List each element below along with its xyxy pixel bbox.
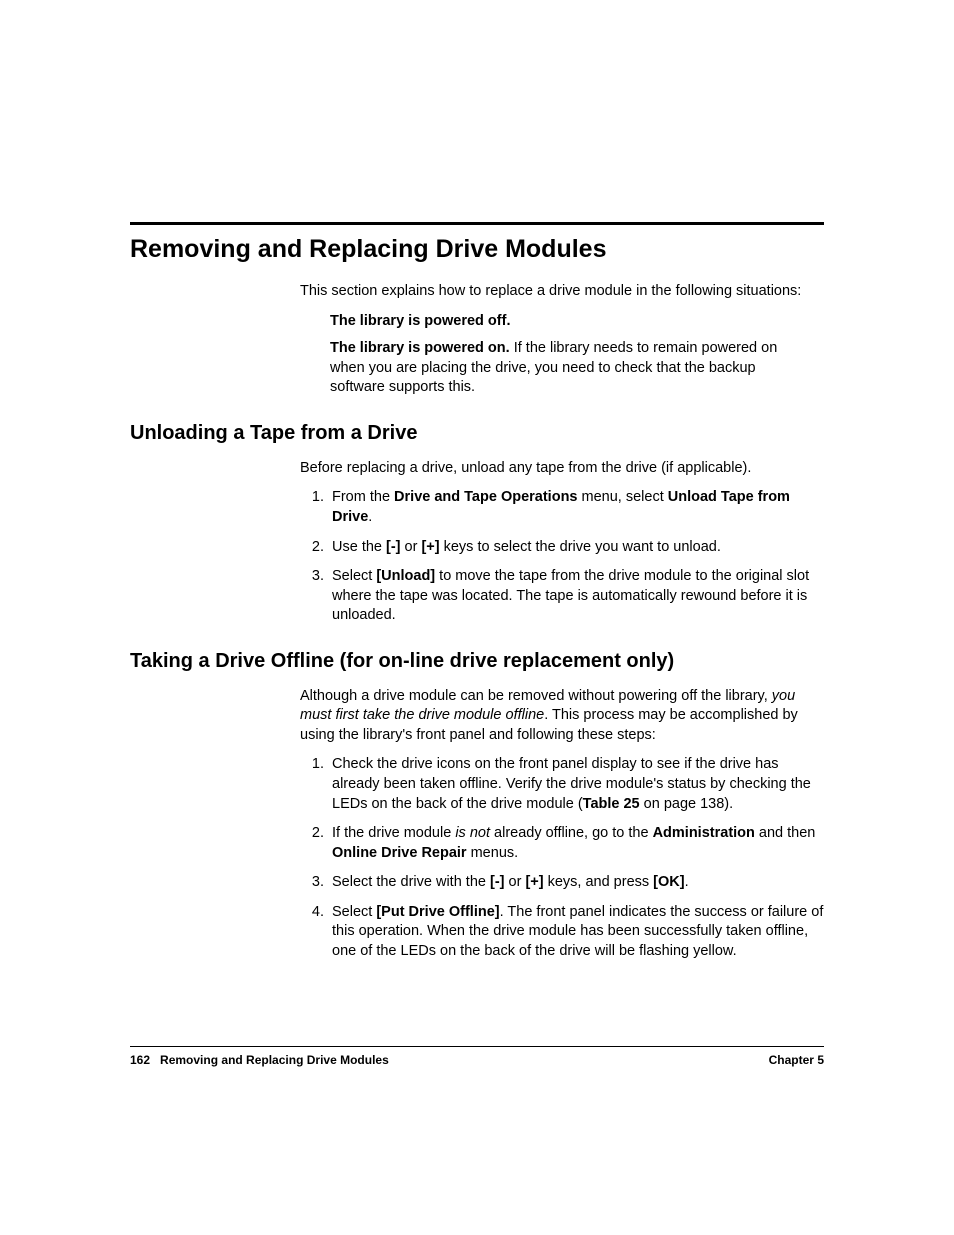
italic-text: is not: [455, 825, 490, 841]
page-content: Removing and Replacing Drive Modules Thi…: [130, 222, 824, 1075]
text: If the drive module: [332, 825, 455, 841]
bold-text: [+]: [525, 874, 543, 890]
text: Select: [332, 904, 376, 920]
text: keys to select the drive you want to unl…: [440, 539, 721, 555]
text: and then: [755, 825, 815, 841]
text: already offline, go to the: [490, 825, 653, 841]
footer-right: Chapter 5: [769, 1053, 824, 1067]
heading-2-offline: Taking a Drive Offline (for on-line driv…: [130, 650, 824, 673]
bold-text: [-]: [386, 539, 401, 555]
list-item: From the Drive and Tape Operations menu,…: [328, 488, 824, 527]
text: .: [368, 509, 372, 525]
intro-paragraph: This section explains how to replace a d…: [300, 282, 824, 302]
bold-text: [Unload]: [376, 568, 435, 584]
text: From the: [332, 489, 394, 505]
text: on page 138).: [644, 796, 734, 812]
bold-text: Drive and Tape Operations: [394, 489, 577, 505]
text: or: [504, 874, 525, 890]
text: Select: [332, 568, 376, 584]
list-item: Select [Unload] to move the tape from th…: [328, 567, 824, 626]
text: keys, and press: [544, 874, 654, 890]
text: menu, select: [578, 489, 668, 505]
list-item: If the drive module is not already offli…: [328, 824, 824, 863]
list-item: Select [Put Drive Offline]. The front pa…: [328, 903, 824, 962]
situation-1: The library is powered off.: [330, 312, 814, 332]
section-intro: Although a drive module can be removed w…: [300, 687, 824, 746]
section-intro: Before replacing a drive, unload any tap…: [300, 459, 824, 479]
bold-text: [-]: [490, 874, 505, 890]
list-item: Use the [-] or [+] keys to select the dr…: [328, 538, 824, 558]
bold-text: The library is powered off.: [330, 313, 510, 329]
text: Although a drive module can be removed w…: [300, 688, 772, 704]
bold-text: [+]: [421, 539, 439, 555]
bold-text: Administration: [653, 825, 755, 841]
bold-text: Table 25: [583, 796, 644, 812]
list-item: Check the drive icons on the front panel…: [328, 755, 824, 814]
bold-text: [OK]: [653, 874, 684, 890]
page-number: 162: [130, 1053, 150, 1067]
text: .: [685, 874, 689, 890]
text: or: [401, 539, 422, 555]
heading-1: Removing and Replacing Drive Modules: [130, 235, 824, 264]
page-footer: 162 Removing and Replacing Drive Modules…: [130, 1046, 824, 1067]
text: menus.: [467, 845, 519, 861]
heading-2-unloading: Unloading a Tape from a Drive: [130, 422, 824, 445]
bold-text: Online Drive Repair: [332, 845, 467, 861]
unloading-steps: From the Drive and Tape Operations menu,…: [300, 488, 824, 625]
bold-text: [Put Drive Offline]: [376, 904, 499, 920]
offline-steps: Check the drive icons on the front panel…: [300, 755, 824, 961]
text: Select the drive with the: [332, 874, 490, 890]
footer-left: 162 Removing and Replacing Drive Modules: [130, 1053, 389, 1067]
text: Use the: [332, 539, 386, 555]
list-item: Select the drive with the [-] or [+] key…: [328, 873, 824, 893]
situation-2: The library is powered on. If the librar…: [330, 339, 814, 398]
text: Check the drive icons on the front panel…: [332, 756, 811, 811]
header-rule: [130, 222, 824, 225]
footer-section-title: Removing and Replacing Drive Modules: [160, 1053, 389, 1067]
bold-text: The library is powered on.: [330, 340, 510, 356]
